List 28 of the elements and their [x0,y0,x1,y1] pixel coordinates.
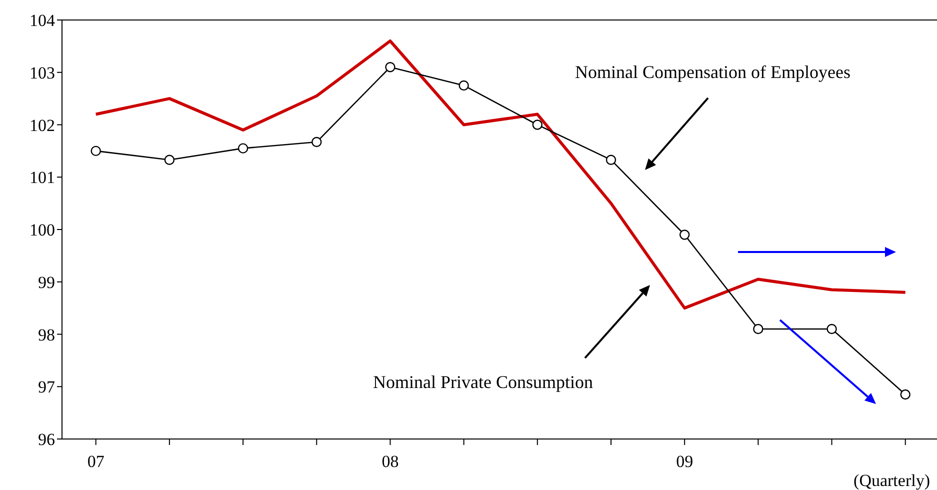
point [458,80,469,91]
text: Nominal Compensation of Employees [575,62,850,82]
point [900,389,910,400]
point [606,154,616,165]
point [385,62,396,72]
y-tick-label: 102 [30,116,55,135]
y-tick-label: 96 [38,430,55,450]
y-tick-label: 97 [38,378,56,397]
y-tick-label: 99 [38,272,55,292]
x-tick-label: 08 [382,452,399,472]
y-tick-label: 103 [30,63,55,82]
point [753,324,764,334]
x-axis-title: (Quarterly) [854,471,930,490]
x-tick-label: 09 [676,452,694,472]
point [532,120,542,130]
x-tick-label: 07 [87,452,105,472]
point [679,230,690,240]
point [164,154,175,165]
point [238,143,248,154]
point [90,146,101,156]
y-tick-label: 100 [30,220,55,240]
line-series [94,39,907,310]
text: Nominal Private Consumption [373,372,593,392]
y-tick-label: 104 [30,11,56,30]
point [826,324,837,334]
point [312,136,322,148]
y-tick-label: 101 [30,168,55,188]
y-tick-label: 98 [38,325,55,344]
